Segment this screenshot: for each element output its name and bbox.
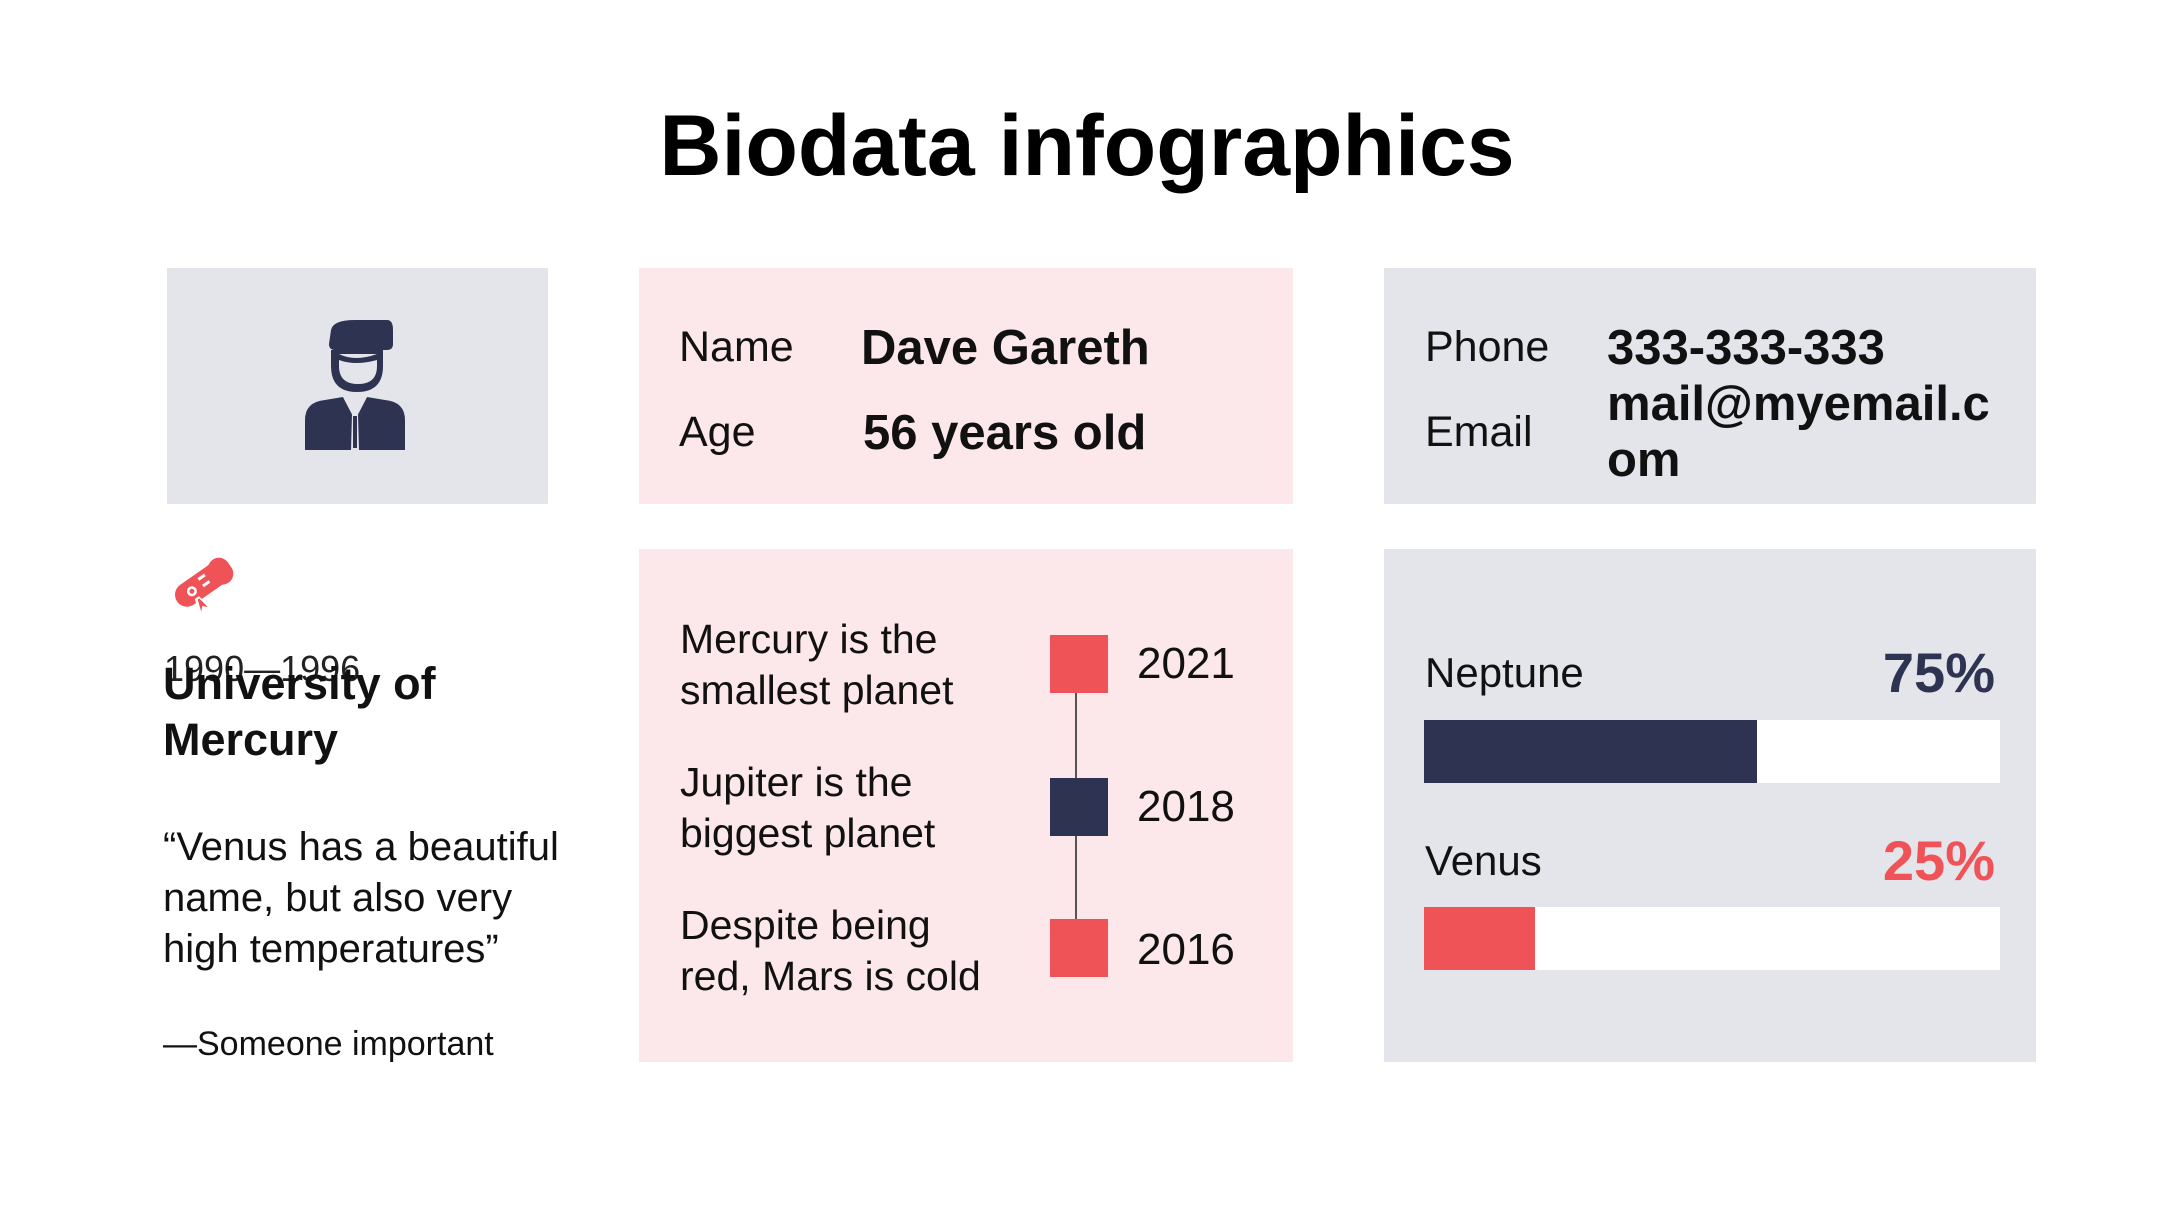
contact-card: Phone 333-333-333 Email mail@myemail.c o… — [1384, 268, 2036, 504]
timeline-marker — [1050, 635, 1108, 693]
name-label: Name — [679, 323, 794, 371]
timeline-marker — [1050, 919, 1108, 977]
email-value-line2: om — [1607, 433, 1681, 487]
skill-name: Venus — [1425, 837, 1542, 884]
education-years: 1990—1996 — [164, 648, 361, 689]
skill-name: Neptune — [1425, 649, 1584, 696]
avatar-card — [167, 268, 548, 504]
timeline-text-line1: Despite being — [680, 902, 931, 948]
phone-value: 333-333-333 — [1607, 321, 1885, 375]
age-value: 56 years old — [863, 406, 1147, 460]
age-label: Age — [679, 408, 756, 456]
timeline-text-line1: Jupiter is the — [680, 759, 913, 805]
skill-bar-fill — [1424, 720, 1757, 783]
timeline-card: Mercury is the smallest planet 2021 Jupi… — [639, 549, 1293, 1062]
timeline-year: 2016 — [1137, 925, 1235, 974]
quote-line2: name, but also very — [163, 876, 513, 920]
timeline-year: 2021 — [1137, 639, 1235, 688]
timeline-text-line2: red, Mars is cold — [680, 953, 981, 999]
phone-label: Phone — [1425, 323, 1550, 371]
email-value-line1: mail@myemail.c — [1607, 377, 1990, 431]
timeline-marker — [1050, 778, 1108, 836]
education-school-line2: Mercury — [163, 714, 339, 765]
personal-info-card: Name Dave Gareth Age 56 years old — [639, 268, 1293, 504]
skill-bar-track — [1424, 907, 2000, 970]
quote-author: —Someone important — [163, 1025, 494, 1063]
timeline-text-line2: biggest planet — [680, 810, 936, 856]
skill-bar-fill — [1424, 907, 1535, 970]
education-school-line1: University of — [163, 658, 436, 709]
quote-line1: “Venus has a beautiful — [163, 825, 559, 869]
skills-card: Neptune 75% Venus 25% — [1384, 549, 2036, 1062]
diploma-icon — [175, 557, 234, 618]
person-suit-icon — [305, 320, 405, 450]
skill-percent: 25% — [1882, 829, 1995, 892]
skill-percent: 75% — [1882, 641, 1995, 704]
quote-line3: high temperatures” — [163, 927, 499, 971]
timeline-text-line2: smallest planet — [680, 667, 954, 713]
skill-bar-track — [1424, 720, 2000, 783]
page-title: Biodata infographics — [659, 98, 1515, 194]
email-label: Email — [1425, 408, 1533, 456]
timeline-year: 2018 — [1137, 782, 1235, 831]
name-value: Dave Gareth — [861, 321, 1150, 375]
timeline-text-line1: Mercury is the — [680, 616, 938, 662]
